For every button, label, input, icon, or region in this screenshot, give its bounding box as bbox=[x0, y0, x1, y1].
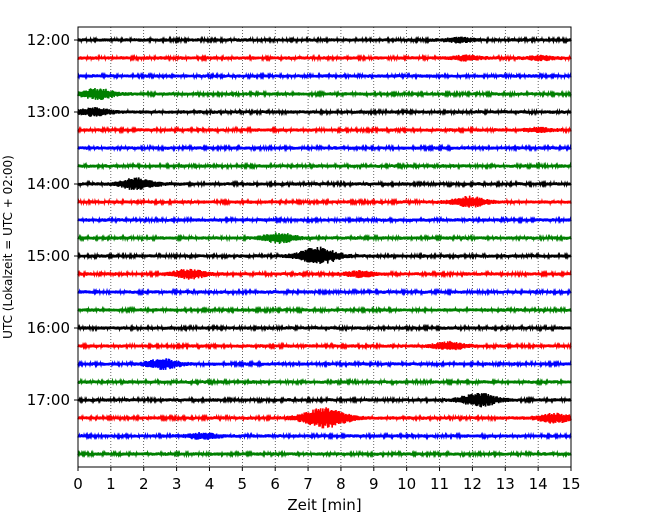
trace-line bbox=[77, 323, 572, 333]
trace-line bbox=[77, 71, 572, 81]
x-tick-label: 7 bbox=[303, 475, 313, 493]
x-tick-label: 5 bbox=[238, 475, 248, 493]
trace-line bbox=[77, 246, 572, 264]
trace-line bbox=[77, 377, 572, 387]
trace-line bbox=[77, 35, 572, 45]
trace-line bbox=[77, 287, 572, 297]
x-tick-label: 10 bbox=[397, 475, 416, 493]
trace-line bbox=[77, 449, 572, 459]
x-tick-label: 0 bbox=[73, 475, 83, 493]
seismic-traces bbox=[77, 35, 572, 459]
x-tick-label: 9 bbox=[369, 475, 379, 493]
trace-line bbox=[77, 305, 572, 315]
trace-line bbox=[77, 268, 572, 280]
x-tick-label: 2 bbox=[139, 475, 149, 493]
x-tick-label: 12 bbox=[463, 475, 482, 493]
trace-line bbox=[77, 53, 572, 63]
x-tick-label: 1 bbox=[106, 475, 116, 493]
y-tick-label: 17:00 bbox=[27, 391, 70, 409]
trace-line bbox=[77, 340, 572, 351]
trace-line bbox=[77, 88, 572, 100]
plot-frame bbox=[77, 26, 572, 468]
trace-line bbox=[77, 161, 572, 171]
x-tick-label: 15 bbox=[561, 475, 580, 493]
y-axis-ticks: 12:00 13:00 14:00 15:00 16:00 17:00 bbox=[27, 31, 78, 409]
x-tick-label: 14 bbox=[529, 475, 548, 493]
trace-line bbox=[77, 431, 572, 441]
trace-line bbox=[77, 107, 572, 117]
trace-line bbox=[77, 177, 572, 190]
trace-line bbox=[77, 392, 572, 408]
x-tick-label: 8 bbox=[336, 475, 346, 493]
trace-line bbox=[77, 195, 572, 208]
trace-line bbox=[77, 358, 572, 371]
x-tick-label: 11 bbox=[430, 475, 449, 493]
x-axis-label: Zeit [min] bbox=[287, 496, 361, 514]
y-tick-label: 12:00 bbox=[27, 31, 70, 49]
y-tick-label: 16:00 bbox=[27, 319, 70, 337]
x-tick-label: 4 bbox=[205, 475, 215, 493]
y-tick-label: 15:00 bbox=[27, 247, 70, 265]
x-tick-label: 13 bbox=[496, 475, 515, 493]
grid-lines bbox=[110, 27, 539, 467]
y-axis-label: UTC (Lokalzeit = UTC + 02:00) bbox=[1, 155, 15, 339]
x-tick-label: 3 bbox=[172, 475, 182, 493]
y-tick-label: 13:00 bbox=[27, 103, 70, 121]
trace-line bbox=[77, 143, 572, 153]
trace-line bbox=[77, 215, 572, 225]
trace-line bbox=[77, 125, 572, 135]
trace-line bbox=[77, 407, 572, 429]
y-tick-label: 14:00 bbox=[27, 175, 70, 193]
trace-line bbox=[77, 232, 572, 245]
x-axis-ticks: 0 1 2 3 4 5 6 7 8 9 10 11 12 13 14 15 bbox=[73, 467, 581, 493]
x-tick-label: 6 bbox=[270, 475, 280, 493]
